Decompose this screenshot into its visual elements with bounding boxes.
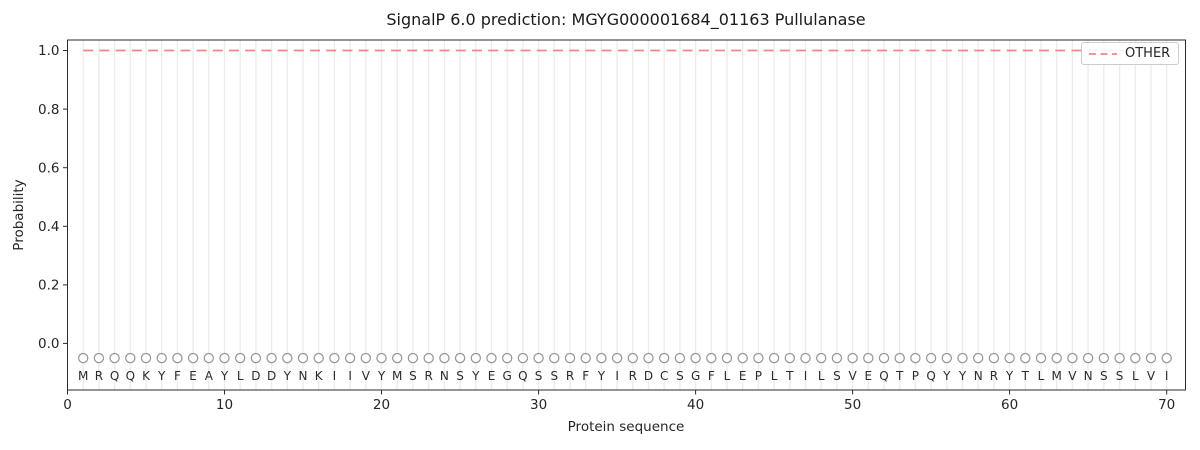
- svg-text:1.0: 1.0: [38, 43, 59, 59]
- residue-markers: [77, 352, 1172, 364]
- svg-text:D: D: [267, 369, 276, 383]
- svg-text:S: S: [550, 369, 558, 383]
- svg-text:E: E: [189, 369, 197, 383]
- svg-text:Q: Q: [518, 369, 527, 383]
- svg-text:Y: Y: [283, 369, 292, 383]
- svg-text:R: R: [95, 369, 103, 383]
- svg-text:D: D: [251, 369, 260, 383]
- svg-text:P: P: [755, 369, 762, 383]
- svg-text:L: L: [724, 369, 731, 383]
- svg-text:Q: Q: [110, 369, 119, 383]
- svg-text:L: L: [1038, 369, 1045, 383]
- svg-text:I: I: [1165, 369, 1169, 383]
- svg-text:K: K: [142, 369, 151, 383]
- svg-text:50: 50: [844, 397, 861, 413]
- legend: OTHER: [1081, 42, 1180, 65]
- x-axis-ticks: 0 10 20 30 40 50 60 70: [63, 390, 1175, 413]
- svg-text:C: C: [660, 369, 668, 383]
- svg-text:L: L: [771, 369, 778, 383]
- svg-text:Y: Y: [597, 369, 606, 383]
- svg-text:0.6: 0.6: [38, 160, 59, 176]
- svg-text:I: I: [804, 369, 808, 383]
- svg-text:60: 60: [1001, 397, 1018, 413]
- svg-text:70: 70: [1158, 397, 1175, 413]
- plot-border: [67, 39, 1186, 391]
- svg-text:V: V: [1147, 369, 1156, 383]
- svg-text:F: F: [708, 369, 715, 383]
- svg-text:S: S: [409, 369, 417, 383]
- svg-text:A: A: [205, 369, 214, 383]
- svg-text:E: E: [739, 369, 747, 383]
- svg-text:40: 40: [687, 397, 704, 413]
- svg-text:T: T: [785, 369, 794, 383]
- svg-text:R: R: [990, 369, 998, 383]
- svg-text:L: L: [1132, 369, 1139, 383]
- svg-text:V: V: [1068, 369, 1077, 383]
- svg-text:Y: Y: [220, 369, 229, 383]
- svg-text:R: R: [425, 369, 433, 383]
- svg-text:T: T: [895, 369, 904, 383]
- svg-text:I: I: [333, 369, 337, 383]
- svg-text:Y: Y: [377, 369, 386, 383]
- svg-text:Q: Q: [126, 369, 135, 383]
- svg-text:V: V: [848, 369, 857, 383]
- svg-text:30: 30: [530, 397, 547, 413]
- svg-text:N: N: [1084, 369, 1093, 383]
- svg-text:S: S: [833, 369, 841, 383]
- svg-text:K: K: [315, 369, 324, 383]
- svg-text:V: V: [362, 369, 371, 383]
- svg-text:S: S: [1116, 369, 1124, 383]
- svg-text:Y: Y: [157, 369, 166, 383]
- svg-text:Q: Q: [879, 369, 888, 383]
- svg-text:G: G: [691, 369, 700, 383]
- svg-text:T: T: [1021, 369, 1030, 383]
- svg-text:0: 0: [63, 397, 72, 413]
- svg-text:S: S: [535, 369, 543, 383]
- svg-text:20: 20: [373, 397, 390, 413]
- legend-label: OTHER: [1125, 46, 1171, 61]
- svg-text:10: 10: [216, 397, 233, 413]
- svg-text:0.2: 0.2: [38, 278, 59, 294]
- svg-text:Y: Y: [1005, 369, 1014, 383]
- svg-text:F: F: [582, 369, 589, 383]
- svg-text:L: L: [818, 369, 825, 383]
- svg-text:N: N: [440, 369, 449, 383]
- svg-text:M: M: [392, 369, 402, 383]
- svg-text:M: M: [78, 369, 88, 383]
- svg-text:R: R: [629, 369, 637, 383]
- svg-text:Y: Y: [471, 369, 480, 383]
- svg-text:0.4: 0.4: [38, 219, 59, 235]
- svg-text:0.8: 0.8: [38, 102, 59, 118]
- svg-text:G: G: [503, 369, 512, 383]
- legend-dashed-line-icon: [1089, 52, 1117, 55]
- svg-text:F: F: [174, 369, 181, 383]
- svg-text:P: P: [912, 369, 919, 383]
- svg-text:I: I: [615, 369, 619, 383]
- svg-text:R: R: [566, 369, 574, 383]
- svg-text:Q: Q: [926, 369, 935, 383]
- svg-text:N: N: [974, 369, 983, 383]
- svg-text:D: D: [644, 369, 653, 383]
- svg-text:0.0: 0.0: [38, 336, 59, 352]
- svg-text:I: I: [348, 369, 352, 383]
- svg-text:E: E: [865, 369, 873, 383]
- svg-text:N: N: [299, 369, 308, 383]
- svg-text:Y: Y: [958, 369, 967, 383]
- svg-text:Y: Y: [942, 369, 951, 383]
- svg-text:E: E: [488, 369, 496, 383]
- chart-title: SignalP 6.0 prediction: MGYG000001684_01…: [386, 10, 866, 29]
- gridlines: [82, 40, 1168, 390]
- svg-text:M: M: [1052, 369, 1062, 383]
- svg-text:L: L: [237, 369, 244, 383]
- x-axis-label: Protein sequence: [567, 419, 685, 435]
- svg-text:S: S: [1100, 369, 1108, 383]
- svg-text:S: S: [676, 369, 684, 383]
- svg-text:S: S: [456, 369, 464, 383]
- y-axis-ticks: 0.0 0.2 0.4 0.6 0.8 1.0: [38, 43, 68, 352]
